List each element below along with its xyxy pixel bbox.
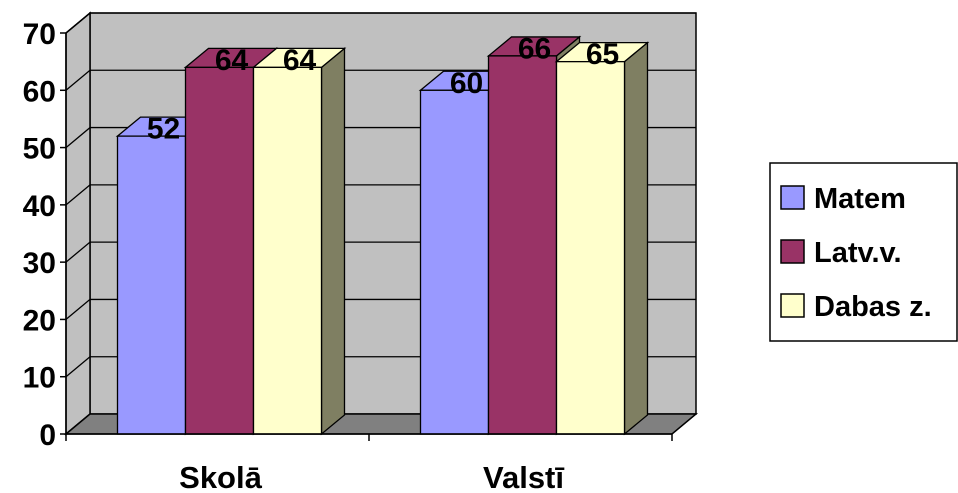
legend: Matem Latv.v. Dabas z.: [769, 162, 958, 342]
y-tick-label: 60: [23, 75, 56, 108]
bar-side-face: [623, 41, 649, 436]
labels: 0 10 20 30 40 50 60 70 Skolā Valstī 52 64 64 60 66 65: [23, 18, 620, 493]
bar-side-face: [320, 46, 346, 436]
y-tick-label: 40: [23, 190, 56, 223]
side-wall: [65, 11, 91, 436]
data-label: 64: [215, 44, 249, 77]
legend-swatch: [780, 185, 805, 210]
bar: [419, 89, 490, 435]
data-label: 64: [283, 44, 317, 77]
y-tick-label: 0: [39, 419, 56, 452]
bar: [252, 66, 323, 435]
legend-label: Latv.v.: [814, 237, 902, 269]
y-tick-label: 50: [23, 133, 56, 166]
bar: [184, 66, 255, 435]
data-label: 66: [518, 32, 551, 65]
category-label: Valstī: [483, 460, 564, 493]
legend-swatch: [780, 293, 805, 318]
data-label: 52: [147, 113, 180, 146]
y-tick-label: 10: [23, 362, 56, 395]
category-label: Skolā: [179, 460, 262, 493]
y-tick-label: 30: [23, 247, 56, 280]
legend-label: Dabas z.: [814, 291, 932, 323]
legend-label: Matem: [814, 183, 906, 215]
y-tick-label: 20: [23, 304, 56, 337]
data-label: 60: [450, 67, 483, 100]
bar: [555, 60, 626, 435]
data-label: 65: [586, 38, 619, 71]
bar: [116, 135, 187, 435]
gridline: [65, 12, 696, 34]
y-tick-label: 70: [23, 18, 56, 51]
bar: [487, 55, 558, 435]
axes: [60, 32, 673, 441]
legend-swatch: [780, 239, 805, 264]
